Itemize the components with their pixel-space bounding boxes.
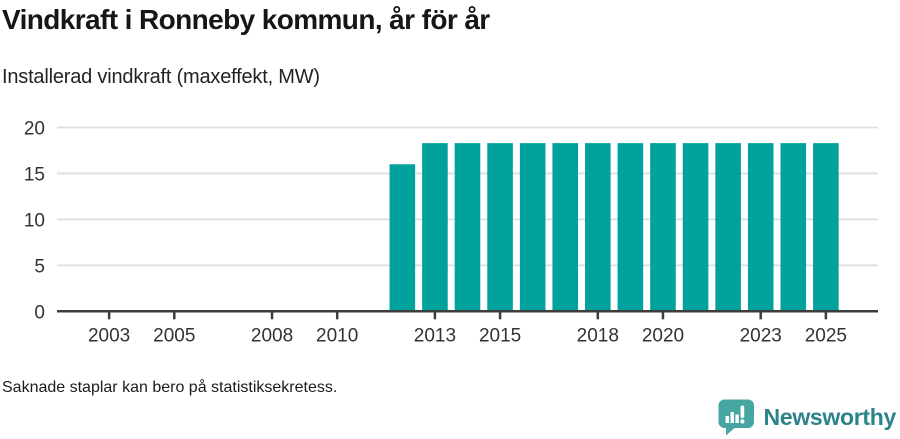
- bar-2023: [747, 143, 774, 312]
- bar-2020: [650, 143, 676, 312]
- bar-2019: [617, 143, 644, 312]
- x-axis-tick-label: 2008: [251, 326, 293, 347]
- chart-subtitle: Installerad vindkraft (maxeffekt, MW): [2, 66, 320, 88]
- x-axis-tick-label: 2015: [479, 326, 521, 347]
- y-axis-tick-label: 20: [24, 119, 45, 140]
- y-axis-tick-label: 15: [24, 164, 45, 185]
- x-axis-tick-label: 2005: [153, 326, 195, 347]
- bar-2024: [780, 143, 807, 312]
- y-axis-tick-label: 5: [34, 256, 45, 277]
- bar-2013: [422, 143, 448, 312]
- x-axis-tick-label: 2010: [316, 326, 358, 347]
- bar-2012: [389, 164, 416, 312]
- bar-2014: [454, 143, 481, 312]
- newsworthy-logo[interactable]: Newsworthy: [717, 398, 896, 436]
- x-axis-tick-label: 2020: [642, 326, 684, 347]
- bar-2022: [715, 143, 741, 312]
- chart-title: Vindkraft i Ronneby kommun, år för år: [2, 4, 490, 35]
- y-axis-tick-label: 10: [24, 210, 45, 231]
- newsworthy-logo-text: Newsworthy: [763, 403, 897, 430]
- bar-chart-plot: 0 5 10 15 20 2003 2005 2008 2010 2013 2015 2018 2020…: [24, 119, 878, 347]
- bar-2025: [813, 143, 839, 312]
- x-axis-tick-label: 2025: [805, 326, 847, 347]
- x-axis-tick-label: 2013: [414, 326, 456, 347]
- x-axis-tick-label: 2018: [577, 326, 619, 347]
- bar-2015: [487, 143, 513, 312]
- bar-2016: [519, 143, 546, 312]
- newsworthy-logo-icon: [718, 399, 754, 436]
- x-axis-tick-label: 2023: [740, 326, 782, 347]
- bar-2018: [585, 143, 611, 312]
- bar-2021: [682, 143, 709, 312]
- y-axis-tick-label: 0: [34, 302, 45, 323]
- bar-2017: [552, 143, 579, 312]
- footnote: Saknade staplar kan bero på statistiksek…: [2, 379, 338, 396]
- x-axis-tick-label: 2003: [88, 326, 130, 347]
